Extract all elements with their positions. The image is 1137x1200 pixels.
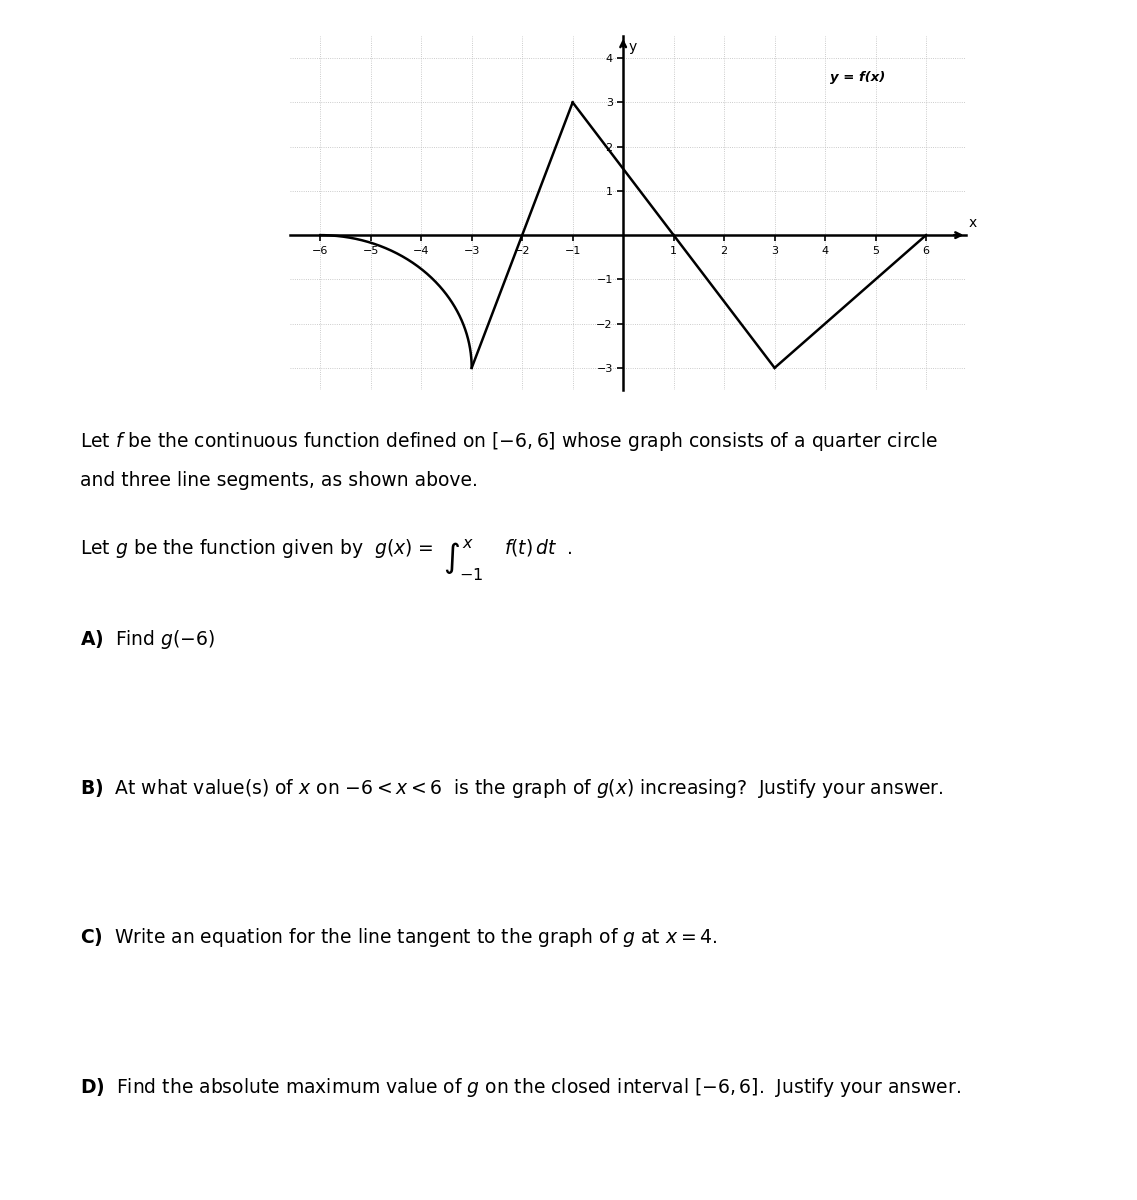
Text: $\mathbf{C)}$  Write an equation for the line tangent to the graph of $g$ at $x : $\mathbf{C)}$ Write an equation for the …: [80, 926, 716, 949]
Text: $f(t)\, dt$  .: $f(t)\, dt$ .: [504, 538, 573, 558]
Text: Let $f$ be the continuous function defined on $[-6, 6]$ whose graph consists of : Let $f$ be the continuous function defin…: [80, 430, 937, 452]
Text: $\int_{-1}^{x}$: $\int_{-1}^{x}$: [443, 538, 483, 582]
Text: and three line segments, as shown above.: and three line segments, as shown above.: [80, 470, 478, 490]
Text: Let $g$ be the function given by  $g(x)$ =: Let $g$ be the function given by $g(x)$ …: [80, 538, 435, 560]
Text: $\mathbf{B)}$  At what value(s) of $x$ on $-6 < x < 6$  is the graph of $g(x)$ i: $\mathbf{B)}$ At what value(s) of $x$ on…: [80, 778, 944, 800]
Text: y = f(x): y = f(x): [830, 72, 886, 84]
Text: y: y: [628, 41, 637, 54]
Text: x: x: [969, 216, 977, 229]
Text: $\mathbf{D)}$  Find the absolute maximum value of $g$ on the closed interval $[-: $\mathbf{D)}$ Find the absolute maximum …: [80, 1076, 961, 1099]
Text: $\mathbf{A)}$  Find $g(-6)$: $\mathbf{A)}$ Find $g(-6)$: [80, 628, 215, 650]
